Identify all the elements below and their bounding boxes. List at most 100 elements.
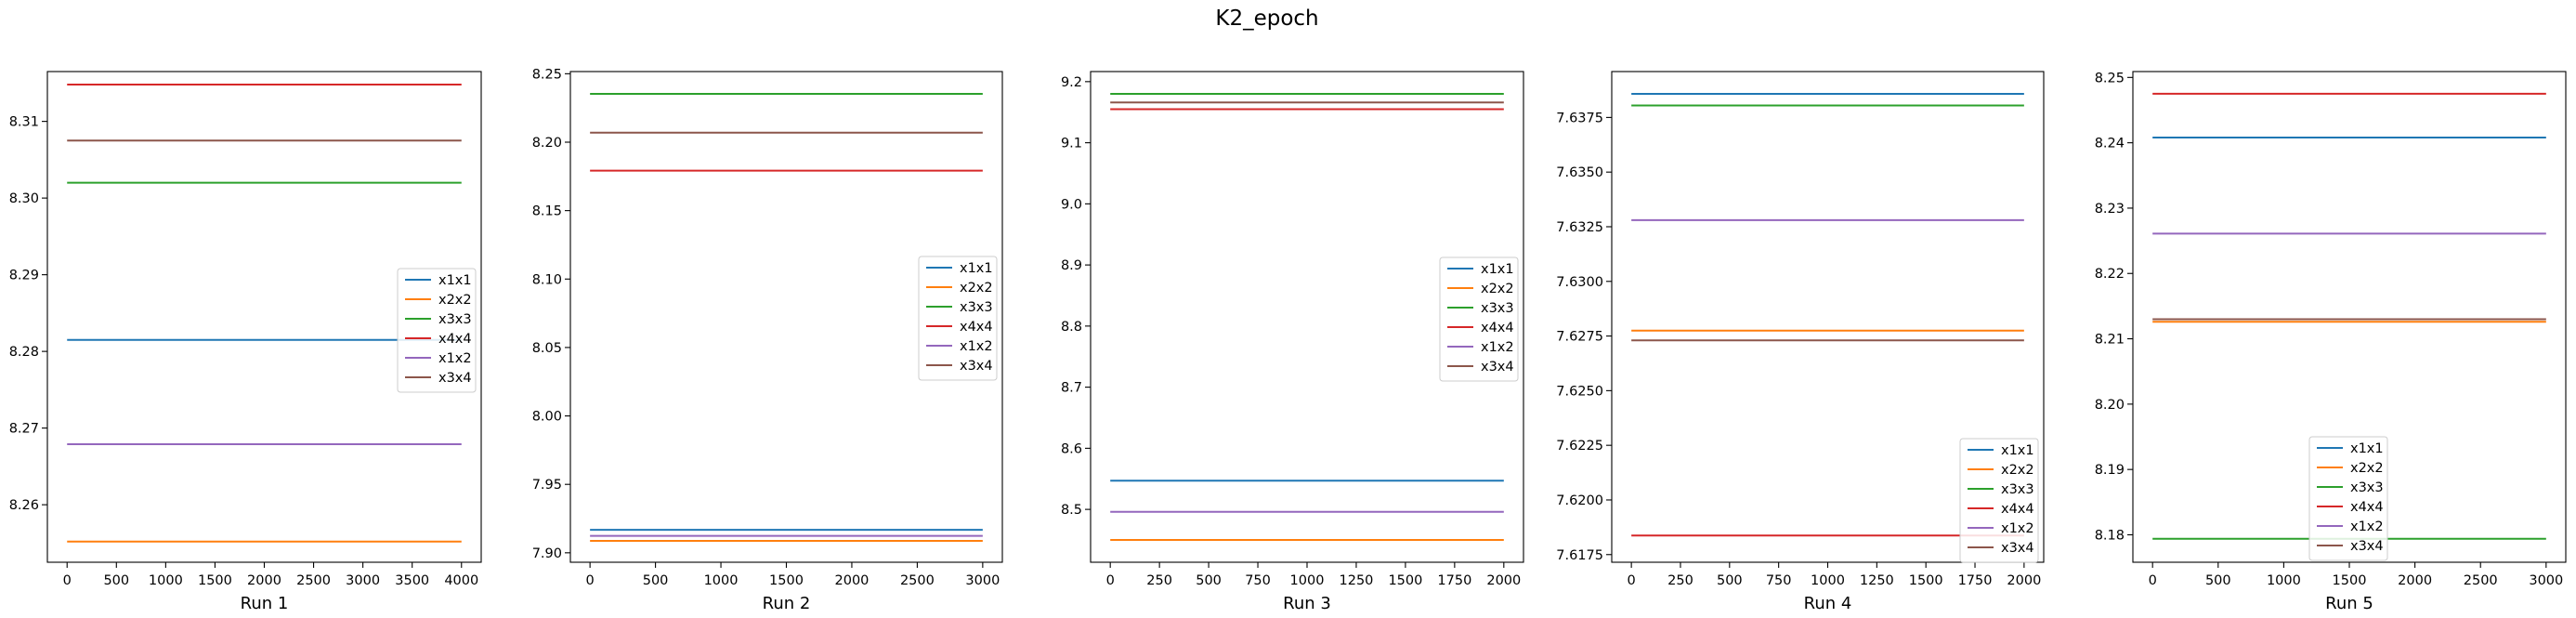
x-tick-label: 500	[643, 573, 669, 588]
x-tick-label: 750	[1245, 573, 1271, 588]
y-tick-label: 7.6325	[1556, 220, 1603, 235]
x-tick-label: 0	[1106, 573, 1115, 588]
legend-label-x1x2: x1x2	[2350, 519, 2384, 534]
subplot-run-3: 0 250 500 750 1000 1250 1500 1750 2000 8.5 8.6 8.7 8…	[1061, 71, 1524, 613]
y-tick-label: 8.30	[9, 191, 39, 206]
x-tick-label: 1750	[1958, 573, 1993, 588]
y-tick-label: 7.6375	[1556, 111, 1603, 125]
x-tick-label: 0	[63, 573, 72, 588]
y-tick-label: 7.6350	[1556, 165, 1603, 180]
x-tick-label: 4000	[444, 573, 478, 588]
legend-label-x1x2: x1x2	[1481, 340, 1514, 355]
legend-label-x2x2: x2x2	[2350, 461, 2384, 476]
legend-label-x3x3: x3x3	[2001, 482, 2034, 497]
x-tick-label: 2000	[247, 573, 281, 588]
x-tick-label: 0	[586, 573, 595, 588]
legend-label-x3x3: x3x3	[2350, 480, 2384, 495]
y-tick-label: 9.2	[1061, 75, 1082, 90]
legend: x1x1 x2x2 x3x3 x4x4 x1x2 x3x4	[397, 268, 477, 393]
x-axis-label: Run 5	[2325, 594, 2373, 613]
y-tick-label: 8.29	[9, 269, 39, 283]
x-tick-label: 2000	[835, 573, 870, 588]
y-tick-label: 8.15	[532, 204, 562, 219]
legend: x1x1 x2x2 x3x3 x4x4 x1x2 x3x4	[1439, 256, 1519, 382]
legend-label-x1x1: x1x1	[960, 261, 993, 276]
y-tick-label: 7.6275	[1556, 330, 1603, 345]
subplots: 0 500 1000 1500 2000 2500 3000 3500 40008.268.27…	[9, 67, 2567, 613]
x-tick-label: 1000	[149, 573, 183, 588]
x-tick-label: 3500	[395, 573, 429, 588]
y-tick-label: 8.19	[2095, 463, 2125, 478]
x-tick-label: 500	[1196, 573, 1222, 588]
y-tick-label: 8.7	[1061, 381, 1082, 396]
y-tick-label: 8.20	[2095, 398, 2125, 413]
x-tick-label: 1750	[1437, 573, 1471, 588]
x-tick-label: 1250	[1340, 573, 1374, 588]
subplot-run-1: 0 500 1000 1500 2000 2500 3000 3500 4000 8.26 8.27…	[9, 71, 482, 613]
y-tick-label: 8.24	[2095, 137, 2125, 151]
legend-label-x4x4: x4x4	[960, 320, 993, 335]
legend-label-x1x1: x1x1	[2350, 441, 2384, 456]
x-tick-label: 1500	[1388, 573, 1422, 588]
y-tick-label: 8.22	[2095, 267, 2125, 282]
y-tick-label: 8.20	[532, 136, 562, 151]
legend-label-x3x4: x3x4	[1481, 360, 1514, 375]
legend-label-x1x2: x1x2	[438, 351, 472, 366]
x-tick-label: 1500	[198, 573, 232, 588]
x-tick-label: 2500	[296, 573, 331, 588]
x-tick-label: 0	[2149, 573, 2157, 588]
legend-label-x3x3: x3x3	[438, 312, 472, 327]
y-tick-label: 8.00	[532, 410, 562, 425]
x-tick-label: 750	[1766, 573, 1792, 588]
legend-label-x3x4: x3x4	[438, 371, 472, 386]
legend-label-x1x1: x1x1	[438, 273, 472, 288]
x-tick-label: 2000	[2398, 573, 2432, 588]
y-tick-label: 8.26	[9, 498, 39, 513]
x-tick-label: 3000	[2529, 573, 2563, 588]
legend-label-x3x4: x3x4	[2350, 539, 2384, 554]
x-tick-label: 1250	[1860, 573, 1894, 588]
y-tick-label: 7.6225	[1556, 439, 1603, 454]
y-tick-label: 7.6300	[1556, 275, 1603, 290]
y-tick-label: 8.31	[9, 115, 39, 130]
x-tick-label: 1000	[704, 573, 739, 588]
figure-title: K2_epoch	[1215, 7, 1318, 31]
x-tick-label: 1500	[1909, 573, 1943, 588]
subplot-run-4: 0 250 500 750 1000 1250 1500 1750 2000 7.6175 7.62…	[1556, 71, 2045, 613]
x-tick-label: 3000	[965, 573, 1000, 588]
legend: x1x1 x2x2 x3x3 x4x4 x1x2 x3x4	[1959, 438, 2039, 563]
legend-label-x1x2: x1x2	[2001, 521, 2034, 536]
y-tick-label: 8.27	[9, 422, 39, 437]
x-tick-label: 500	[2205, 573, 2231, 588]
y-tick-label: 8.21	[2095, 333, 2125, 348]
legend-label-x3x4: x3x4	[2001, 541, 2034, 556]
y-tick-label: 8.8	[1061, 320, 1082, 335]
y-tick-label: 8.25	[532, 67, 562, 82]
y-tick-label: 8.25	[2095, 71, 2125, 85]
legend-label-x3x3: x3x3	[1481, 301, 1514, 316]
x-tick-label: 1000	[1290, 573, 1325, 588]
legend-label-x2x2: x2x2	[2001, 463, 2034, 478]
x-tick-label: 2500	[2464, 573, 2498, 588]
legend-label-x2x2: x2x2	[438, 293, 472, 308]
x-tick-label: 0	[1628, 573, 1636, 588]
legend-label-x3x3: x3x3	[960, 300, 993, 315]
legend-label-x4x4: x4x4	[1481, 321, 1514, 335]
x-tick-label: 2000	[1486, 573, 1521, 588]
y-tick-label: 8.18	[2095, 528, 2125, 543]
legend-label-x4x4: x4x4	[2350, 500, 2384, 515]
x-tick-label: 1000	[1811, 573, 1845, 588]
x-axis-label: Run 3	[1283, 594, 1331, 613]
y-tick-label: 8.6	[1061, 441, 1082, 456]
x-tick-label: 1500	[2333, 573, 2367, 588]
x-tick-label: 2500	[900, 573, 935, 588]
subplot-run-2: 0 500 1000 1500 2000 2500 3000 7.90 7.95 8.00 8.05…	[532, 67, 1003, 613]
x-tick-label: 250	[1146, 573, 1172, 588]
x-axis-label: Run 2	[763, 594, 811, 613]
y-tick-label: 8.10	[532, 272, 562, 287]
legend-label-x2x2: x2x2	[960, 281, 993, 296]
subplot-run-5: 0 500 1000 1500 2000 2500 3000 8.18 8.19 8.20 8.21…	[2095, 71, 2567, 613]
y-tick-label: 8.05	[532, 341, 562, 356]
